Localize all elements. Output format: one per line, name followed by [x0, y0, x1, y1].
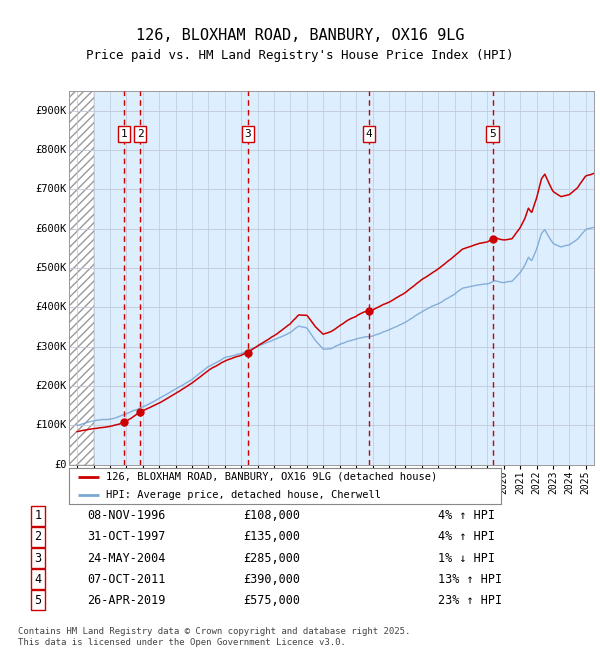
Text: 3: 3: [34, 551, 41, 564]
Text: £285,000: £285,000: [243, 551, 300, 564]
Text: 5: 5: [489, 129, 496, 139]
Text: 24-MAY-2004: 24-MAY-2004: [87, 551, 165, 564]
Text: 4: 4: [34, 573, 41, 586]
Text: 126, BLOXHAM ROAD, BANBURY, OX16 9LG (detached house): 126, BLOXHAM ROAD, BANBURY, OX16 9LG (de…: [106, 472, 437, 482]
Text: 1: 1: [34, 510, 41, 523]
Text: 4% ↑ HPI: 4% ↑ HPI: [438, 530, 495, 543]
Text: £500K: £500K: [35, 263, 67, 273]
Text: 23% ↑ HPI: 23% ↑ HPI: [438, 593, 502, 606]
Text: 26-APR-2019: 26-APR-2019: [87, 593, 165, 606]
Text: 1: 1: [121, 129, 128, 139]
Text: Price paid vs. HM Land Registry's House Price Index (HPI): Price paid vs. HM Land Registry's House …: [86, 49, 514, 62]
Text: £575,000: £575,000: [243, 593, 300, 606]
Text: £108,000: £108,000: [243, 510, 300, 523]
Text: 126, BLOXHAM ROAD, BANBURY, OX16 9LG: 126, BLOXHAM ROAD, BANBURY, OX16 9LG: [136, 28, 464, 44]
Text: HPI: Average price, detached house, Cherwell: HPI: Average price, detached house, Cher…: [106, 490, 381, 500]
Bar: [69, 91, 94, 465]
Text: £135,000: £135,000: [243, 530, 300, 543]
Text: £800K: £800K: [35, 145, 67, 155]
Text: £900K: £900K: [35, 106, 67, 116]
Text: £400K: £400K: [35, 302, 67, 313]
Text: £200K: £200K: [35, 381, 67, 391]
Text: 4: 4: [365, 129, 372, 139]
Text: 4% ↑ HPI: 4% ↑ HPI: [438, 510, 495, 523]
Text: Contains HM Land Registry data © Crown copyright and database right 2025.
This d: Contains HM Land Registry data © Crown c…: [18, 627, 410, 647]
Text: £300K: £300K: [35, 342, 67, 352]
Text: 2: 2: [34, 530, 41, 543]
Text: 2: 2: [137, 129, 143, 139]
Text: 08-NOV-1996: 08-NOV-1996: [87, 510, 165, 523]
Text: £0: £0: [54, 460, 67, 470]
Text: £100K: £100K: [35, 421, 67, 430]
Text: 5: 5: [34, 593, 41, 606]
Text: £700K: £700K: [35, 185, 67, 194]
Text: 1% ↓ HPI: 1% ↓ HPI: [438, 551, 495, 564]
Text: 13% ↑ HPI: 13% ↑ HPI: [438, 573, 502, 586]
Text: 3: 3: [244, 129, 251, 139]
Text: £600K: £600K: [35, 224, 67, 234]
Text: £390,000: £390,000: [243, 573, 300, 586]
Text: 07-OCT-2011: 07-OCT-2011: [87, 573, 165, 586]
Text: 31-OCT-1997: 31-OCT-1997: [87, 530, 165, 543]
